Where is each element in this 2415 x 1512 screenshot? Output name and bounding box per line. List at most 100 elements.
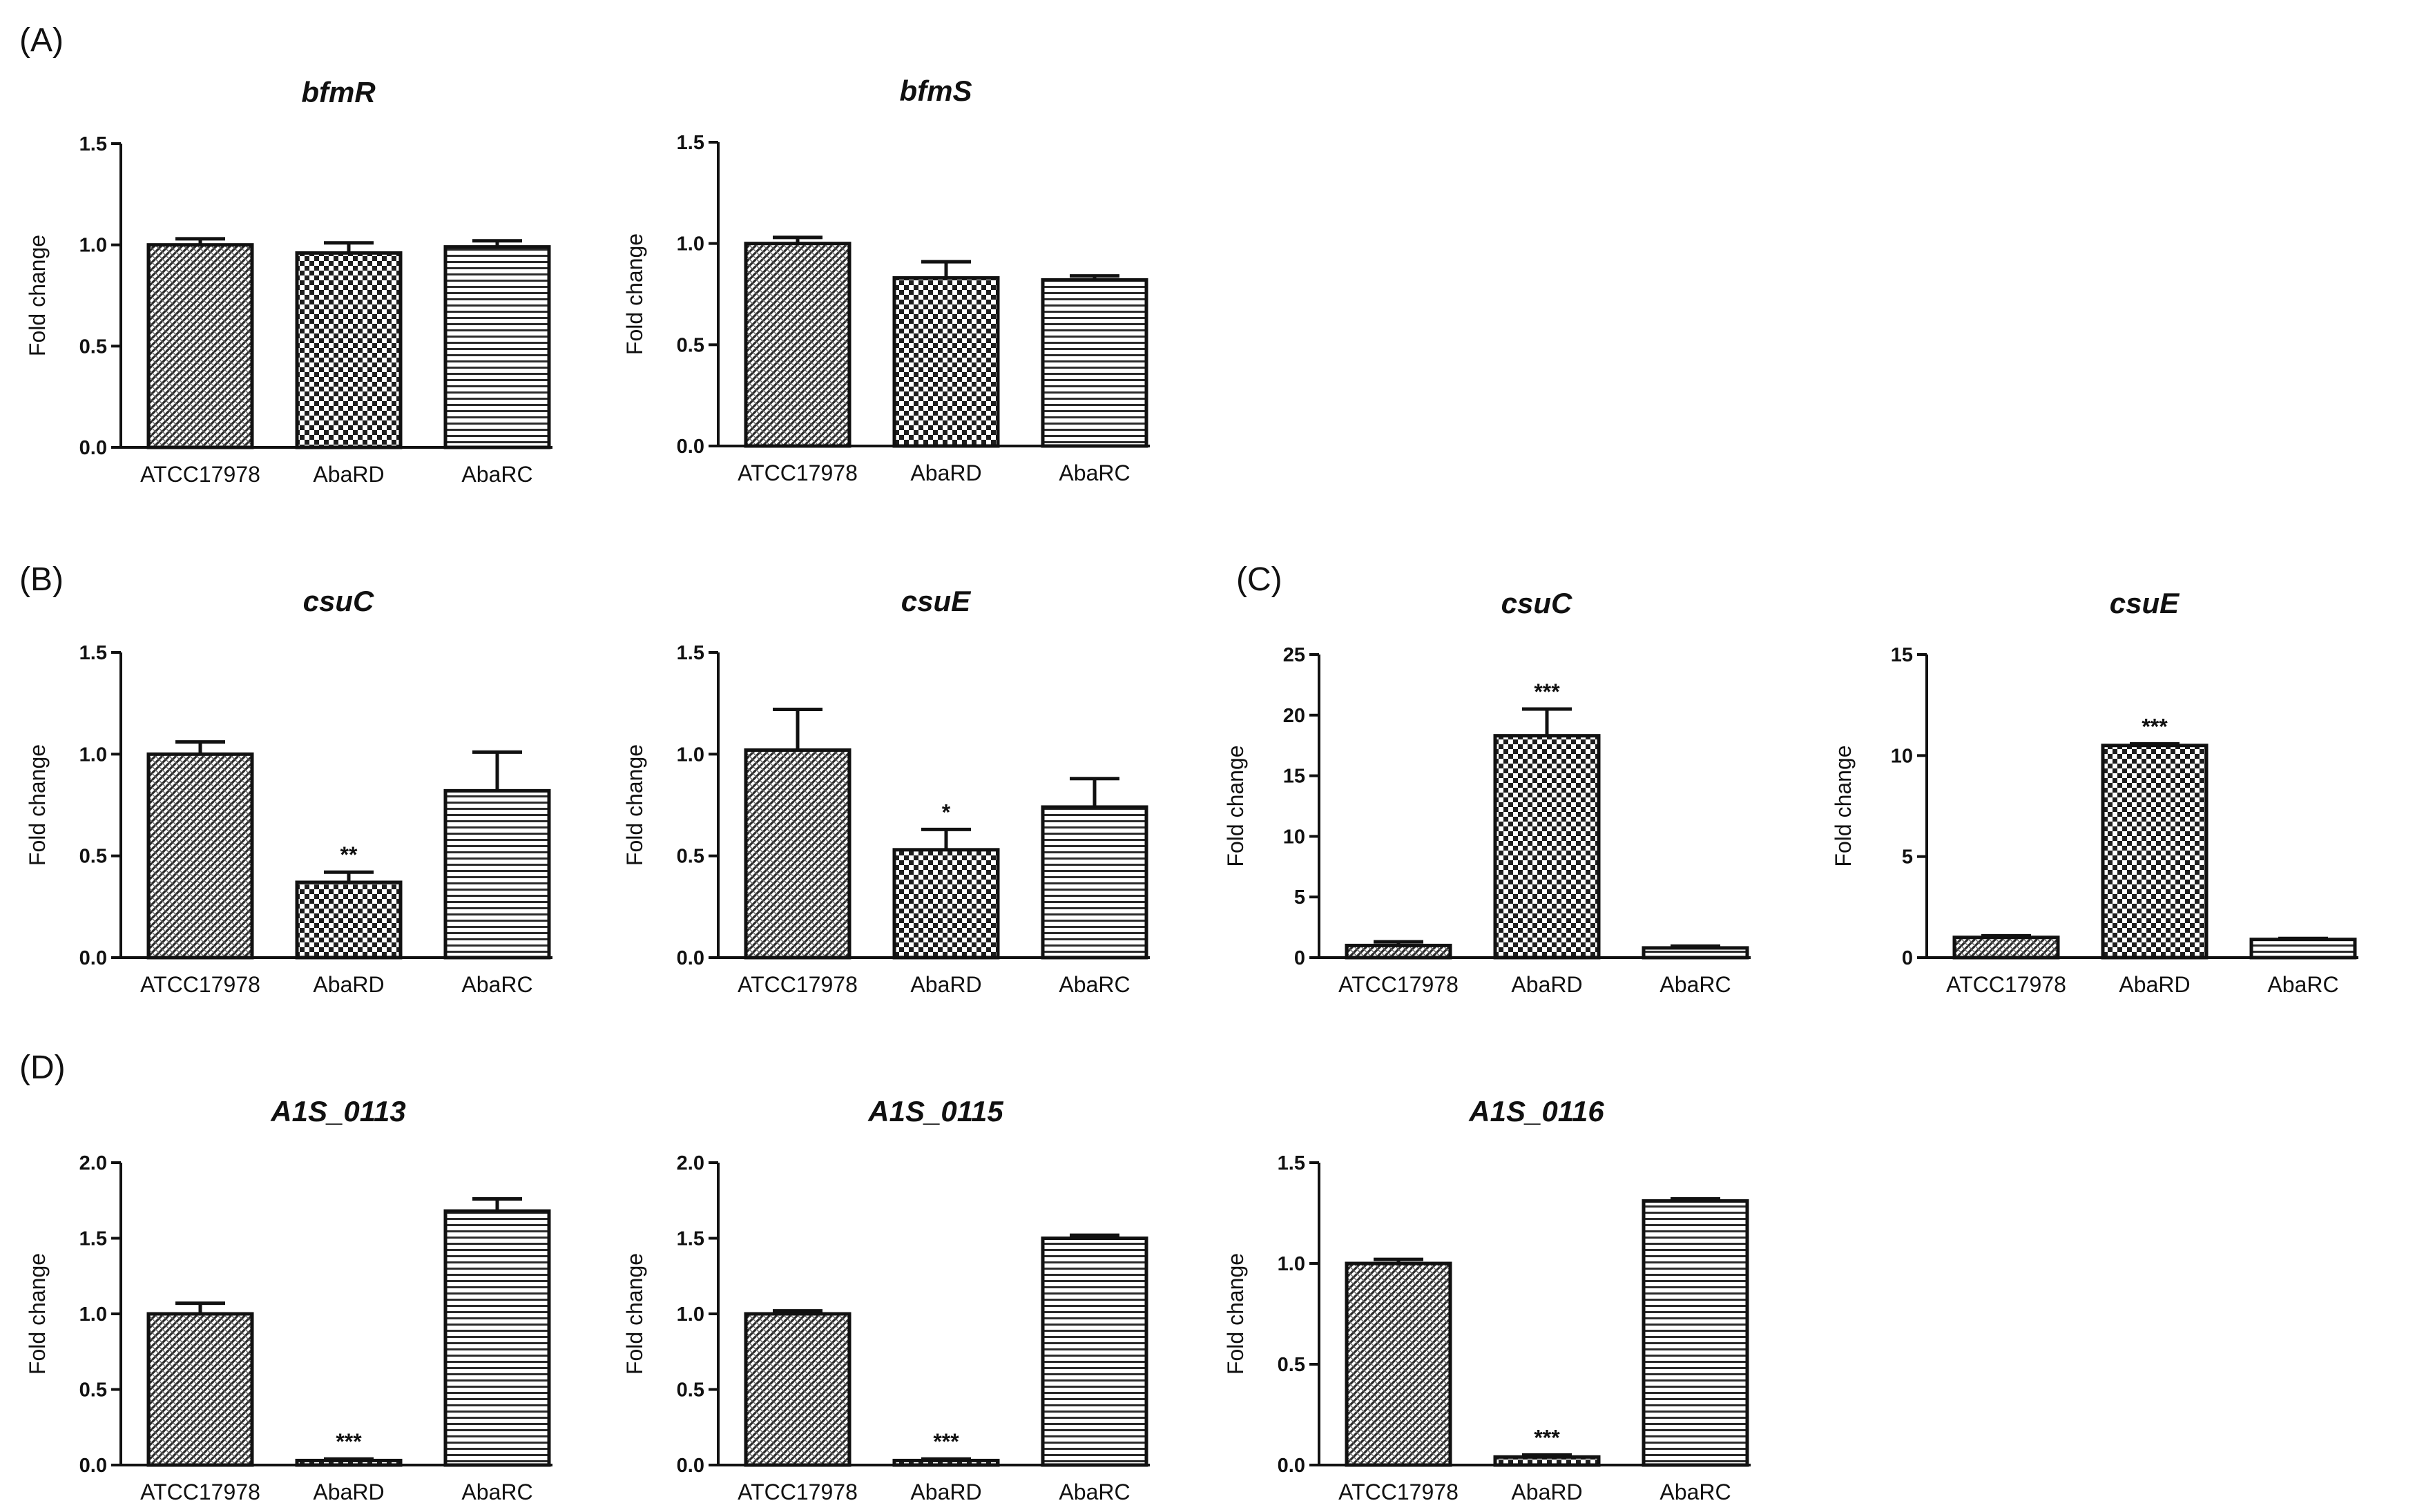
bar-atcc17978: [1345, 1261, 1452, 1467]
y-tick-label: 1.0: [79, 1303, 107, 1326]
y-tick-label: 0: [1294, 947, 1305, 969]
bar-abard: [295, 1458, 403, 1467]
chart-title: A1S_0116: [1468, 1095, 1604, 1127]
x-tick-label-abard: AbaRD: [2119, 972, 2190, 997]
y-tick-label: 1.5: [677, 132, 704, 154]
chart-A1S_0115: A1S_0115 Fold change 0.0 0.5 1.0 1.5 2.0 ATCC17…: [622, 1095, 1150, 1504]
y-tick-label: 1.5: [677, 1228, 704, 1250]
bar-abarc: [2249, 938, 2357, 960]
significance-abard: ***: [336, 1429, 362, 1454]
y-axis-label: Fold change: [25, 1253, 50, 1375]
y-axis-label: Fold change: [622, 1253, 647, 1375]
y-tick-label: 1.5: [79, 1228, 107, 1250]
x-tick-label-abard: AbaRD: [910, 461, 981, 485]
y-tick-label: 0.5: [677, 334, 704, 356]
x-tick-label-atcc17978: ATCC17978: [1338, 972, 1459, 997]
chart-title: csuE: [901, 585, 972, 617]
y-tick-label: 1.0: [79, 235, 107, 257]
bar-atcc17978: [146, 243, 254, 449]
x-tick-label-abarc: AbaRC: [1659, 972, 1731, 997]
y-axis-label: Fold change: [1223, 745, 1248, 866]
bar-abard: [892, 848, 1000, 960]
significance-abard: ***: [1534, 1425, 1560, 1450]
chart-csuE-B: csuE Fold change 0.0 0.5 1.0 1.5 ATCC17978 * Aba…: [622, 585, 1150, 997]
y-tick-label: 0.5: [677, 1379, 704, 1402]
y-tick-label: 1.5: [677, 642, 704, 664]
y-tick-label: 2.0: [79, 1152, 107, 1174]
x-tick-label-abard: AbaRD: [313, 972, 384, 997]
y-tick-label: 0.5: [79, 336, 107, 358]
y-axis-label: Fold change: [622, 744, 647, 866]
chart-A1S_0113: A1S_0113 Fold change 0.0 0.5 1.0 1.5 2.0 ATCC17…: [25, 1095, 552, 1504]
y-tick-label: 0.0: [79, 437, 107, 459]
significance-abard: ***: [1534, 679, 1560, 704]
y-tick-label: 10: [1283, 826, 1305, 848]
x-tick-label-abard: AbaRD: [910, 972, 981, 997]
y-tick-label: 1.0: [677, 1303, 704, 1326]
bar-atcc17978: [1345, 943, 1452, 960]
x-tick-label-atcc17978: ATCC17978: [140, 1480, 260, 1504]
y-tick-label: 1.0: [677, 744, 704, 766]
x-tick-label-abarc: AbaRC: [2267, 972, 2338, 997]
bar-abard: [892, 276, 1000, 448]
x-tick-label-atcc17978: ATCC17978: [1338, 1480, 1459, 1504]
panel-label-c: (C): [1236, 561, 1282, 598]
x-tick-label-abard: AbaRD: [313, 1480, 384, 1504]
x-tick-label-abard: AbaRD: [1511, 1480, 1582, 1504]
y-tick-label: 5: [1294, 886, 1305, 909]
significance-abard: **: [340, 842, 358, 867]
bar-abarc: [1041, 278, 1148, 448]
y-tick-label: 1.0: [1278, 1253, 1305, 1275]
y-tick-label: 0.5: [1278, 1354, 1305, 1376]
x-tick-label-abard: AbaRD: [910, 1480, 981, 1504]
x-tick-label-atcc17978: ATCC17978: [738, 461, 858, 485]
y-tick-label: 0.5: [677, 846, 704, 868]
y-axis-label: Fold change: [622, 233, 647, 355]
bar-abarc: [1041, 1237, 1148, 1467]
y-tick-label: 15: [1891, 644, 1913, 666]
y-tick-label: 0.0: [677, 947, 704, 969]
y-tick-label: 0: [1902, 947, 1913, 969]
y-tick-label: 0.5: [79, 846, 107, 868]
bar-atcc17978: [744, 242, 851, 448]
bar-abarc: [1642, 1199, 1749, 1467]
x-tick-label-abarc: AbaRC: [461, 972, 532, 997]
y-tick-label: 20: [1283, 705, 1305, 727]
y-tick-label: 0.0: [79, 947, 107, 969]
y-axis-label: Fold change: [1223, 1253, 1248, 1375]
significance-abard: ***: [933, 1429, 959, 1454]
y-tick-label: 0.0: [677, 1455, 704, 1477]
x-tick-label-atcc17978: ATCC17978: [738, 972, 858, 997]
significance-abard: ***: [2142, 714, 2168, 739]
y-tick-label: 1.5: [79, 133, 107, 155]
y-tick-label: 1.0: [79, 744, 107, 766]
chart-csuE-C: csuE Fold change 0 5 10 15 ATCC17978 *** AbaRD Ab…: [1831, 587, 2358, 997]
bar-abard: [1493, 1455, 1601, 1467]
x-tick-label-atcc17978: ATCC17978: [738, 1480, 858, 1504]
chart-title: csuE: [2110, 587, 2180, 619]
bar-abarc: [443, 788, 551, 960]
bar-abard: [2101, 744, 2209, 960]
x-tick-label-abarc: AbaRC: [1059, 1480, 1130, 1504]
chart-title: bfmR: [301, 76, 376, 108]
chart-A1S_0116: A1S_0116 Fold change 0.0 0.5 1.0 1.5 ATCC17978…: [1223, 1095, 1751, 1504]
chart-bfmS: bfmS Fold change 0.0 0.5 1.0 1.5 ATCC17978 AbaR…: [622, 75, 1150, 485]
x-tick-label-atcc17978: ATCC17978: [140, 972, 260, 997]
chart-title: bfmS: [900, 75, 972, 107]
bar-abard: [1493, 734, 1601, 960]
x-tick-label-abard: AbaRD: [313, 462, 384, 487]
chart-title: A1S_0113: [270, 1095, 405, 1127]
x-tick-label-abarc: AbaRC: [461, 462, 532, 487]
y-tick-label: 2.0: [677, 1152, 704, 1174]
y-tick-label: 1.5: [79, 642, 107, 664]
bar-atcc17978: [146, 1312, 254, 1467]
y-tick-label: 0.5: [79, 1379, 107, 1402]
bar-atcc17978: [744, 1312, 851, 1467]
chart-csuC-C: csuC Fold change 0 5 10 15 20 25 ATCC17978 *** Aba…: [1223, 587, 1751, 997]
y-axis-label: Fold change: [25, 235, 50, 356]
bar-abard: [892, 1458, 1000, 1467]
x-tick-label-abard: AbaRD: [1511, 972, 1582, 997]
y-tick-label: 0.0: [79, 1455, 107, 1477]
x-tick-label-abarc: AbaRC: [1659, 1480, 1731, 1504]
